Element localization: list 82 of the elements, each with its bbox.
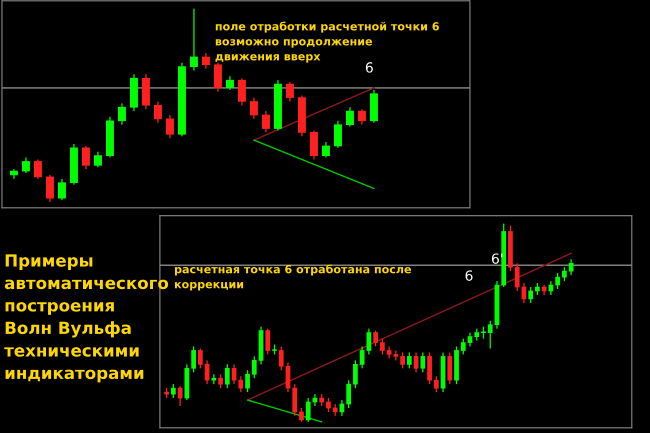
candlestick (46, 174, 54, 203)
candlestick (252, 356, 257, 379)
candlestick (278, 346, 284, 371)
candlestick (224, 364, 230, 389)
candlestick (460, 338, 466, 356)
candlestick (568, 258, 574, 276)
candlestick (548, 280, 554, 296)
candlestick (218, 374, 223, 389)
candlestick (299, 407, 304, 422)
candlestick (10, 168, 18, 180)
candlestick (414, 352, 418, 373)
candlestick (406, 352, 412, 369)
candlestick (238, 376, 244, 393)
candlestick (322, 141, 330, 158)
candlestick (164, 388, 170, 399)
candlestick (202, 52, 210, 70)
candlestick (171, 384, 176, 399)
candlestick (22, 156, 30, 174)
annotation: 6 (466, 270, 473, 281)
candlestick (262, 110, 270, 134)
candlestick (82, 145, 90, 170)
candlestick (154, 100, 162, 124)
candlestick (34, 158, 42, 180)
candlestick (447, 352, 452, 385)
candlestick (211, 374, 216, 385)
candlestick (346, 380, 352, 409)
candlestick (488, 320, 493, 350)
candlestick (204, 360, 210, 385)
candlestick (332, 403, 338, 417)
candlestick (514, 262, 520, 292)
candlestick (286, 81, 294, 102)
candlestick (58, 178, 66, 201)
candlestick (427, 352, 432, 385)
annotation: расчетная точка 6 отработана после коррекции (174, 264, 412, 291)
candlestick (353, 360, 358, 389)
annotation: поле отработки расчетной точки 6 возможно продолжение движения вверх (216, 22, 439, 63)
candlestick (474, 328, 480, 342)
candlestick (265, 328, 270, 356)
candlestick (380, 338, 385, 356)
annotation: 6 (366, 62, 373, 73)
annotation: Примеры автоматического построения Волн Вульфа техническими индикаторами (4, 254, 168, 382)
candlestick (358, 108, 366, 126)
candlestick (312, 393, 318, 407)
candlestick (420, 352, 426, 373)
candlestick (366, 328, 372, 356)
candlestick (555, 272, 560, 290)
candlestick (393, 350, 398, 362)
candlestick (360, 346, 365, 369)
candlestick (400, 352, 405, 369)
candlestick (198, 348, 203, 369)
candlestick (190, 8, 198, 72)
candlestick (346, 106, 354, 128)
candlestick (238, 78, 246, 106)
candlestick (334, 120, 342, 148)
candlestick (468, 332, 472, 348)
candlestick (232, 364, 236, 385)
candlestick (373, 330, 378, 348)
candlestick (166, 114, 174, 139)
candlestick (250, 96, 258, 120)
candlestick (306, 397, 311, 422)
candlestick (310, 130, 318, 160)
candlestick (340, 399, 344, 417)
candlestick (286, 362, 290, 393)
candlestick (528, 286, 534, 304)
candlestick (542, 284, 547, 296)
candlestick (326, 397, 331, 413)
candlestick (245, 370, 250, 393)
candlestick (178, 386, 182, 407)
candlestick (214, 62, 222, 92)
candlestick (434, 376, 439, 393)
candlestick (386, 346, 392, 360)
candlestick (272, 344, 277, 356)
candlestick (226, 76, 234, 90)
candlestick (118, 102, 126, 126)
candlestick (562, 266, 567, 282)
candlestick (292, 384, 298, 417)
candlestick (522, 282, 526, 304)
candlestick (319, 393, 324, 407)
candlestick (191, 346, 196, 373)
candlestick (535, 282, 540, 296)
candlestick (481, 326, 486, 340)
candlestick (94, 151, 102, 168)
